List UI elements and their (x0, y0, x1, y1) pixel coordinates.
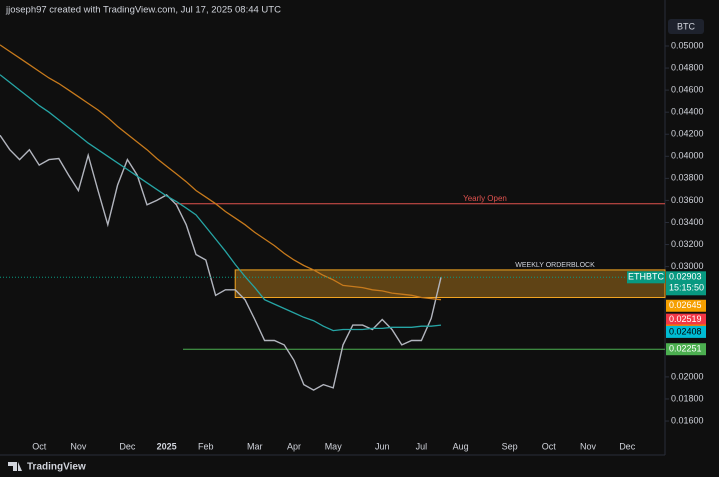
y-tick-label: 0.03200 (671, 239, 704, 249)
x-tick-label: Dec (119, 441, 136, 451)
price-tag-label: 0.02251 (669, 344, 702, 354)
price-tag (666, 325, 706, 338)
currency: BTC (677, 21, 696, 31)
y-tick-label: 0.03600 (671, 195, 704, 205)
price-tag-label: 0.02645 (669, 300, 702, 310)
x-tick-label: Nov (70, 441, 87, 451)
price-line (0, 134, 442, 391)
brand-logo (8, 462, 22, 471)
orderblock-zone (234, 269, 666, 298)
price-tag (666, 343, 706, 356)
x-tick-label: Mar (247, 441, 263, 451)
price-tag (666, 299, 706, 312)
y-tick-label: 0.04600 (671, 84, 704, 94)
y-tick-label: 0.04400 (671, 107, 704, 117)
y-tick-label: 0.03800 (671, 173, 704, 183)
y-tick-label: 0.01600 (671, 415, 704, 425)
countdown: 15:15:50 (669, 283, 704, 293)
level-label: Yearly Open (463, 194, 507, 203)
price-tag (666, 271, 706, 296)
x-tick-label: Jun (375, 441, 390, 451)
symbol-name: ETHBTC (628, 272, 665, 282)
brand: TradingView (27, 462, 86, 473)
y-tick-label: 0.04800 (671, 62, 704, 72)
price-tag (666, 313, 706, 326)
header-title: jjoseph97 created with TradingView.com, … (5, 5, 281, 16)
symbol-tag (627, 271, 665, 284)
x-tick-label: Nov (580, 441, 597, 451)
x-tick-label: Dec (619, 441, 636, 451)
y-tick-label: 0.04200 (671, 129, 704, 139)
x-tick-label: Oct (542, 441, 557, 451)
x-tick-label: Apr (287, 441, 301, 451)
moving-average (0, 74, 442, 332)
x-tick-label: 2025 (157, 441, 177, 451)
x-tick-label: Oct (32, 441, 47, 451)
y-tick-label: 0.02000 (671, 371, 704, 381)
x-tick-label: Aug (453, 441, 469, 451)
x-tick-label: Feb (198, 441, 214, 451)
price-tag-label: 0.02408 (669, 326, 702, 336)
x-tick-label: May (325, 441, 343, 451)
currency-box (668, 19, 704, 34)
x-tick-label: Sep (502, 441, 518, 451)
y-tick-label: 0.03000 (671, 261, 704, 271)
y-tick-label: 0.03400 (671, 217, 704, 227)
y-tick-label: 0.04000 (671, 151, 704, 161)
orderblock-label: WEEKLY ORDERBLOCK (515, 262, 595, 269)
moving-average (0, 44, 442, 301)
price-tag-label: 0.02903 (669, 272, 702, 282)
y-tick-label: 0.01800 (671, 393, 704, 403)
y-tick-label: 0.05000 (671, 40, 704, 50)
price-tag-label: 0.02519 (669, 314, 702, 324)
x-tick-label: Jul (416, 441, 428, 451)
